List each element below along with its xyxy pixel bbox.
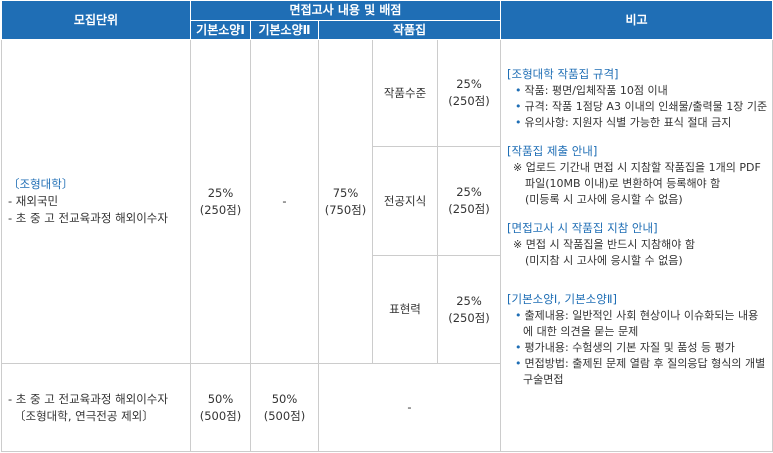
notes-cell: [조형대학 작품집 규격] 작품: 평면/입체작품 10점 이내 규격: 작품 … bbox=[500, 39, 773, 452]
note-item: 평가내용: 수험생의 기본 자질 및 품성 등 평가 bbox=[507, 340, 768, 356]
header-cell: 작품집 bbox=[317, 20, 502, 40]
header-cell: 모집단위 bbox=[1, 0, 191, 40]
score-cell: 25% (250점) bbox=[436, 255, 502, 364]
note-item: 규격: 작품 1점당 A3 이내의 인쇄물/출력물 1장 기준 bbox=[507, 99, 768, 115]
text: 25% bbox=[456, 77, 482, 91]
note-item: ※ 업로드 기간내 면접 시 지참할 작품집을 1개의 PDF 파일(10MB … bbox=[513, 161, 761, 190]
score-cell: - bbox=[250, 39, 319, 364]
note-section: [면접고사 시 작품집 지참 안내] ※ 면접 시 작품집을 반드시 지참해야 … bbox=[507, 220, 768, 269]
note-section: [작품집 제출 안내] ※ 업로드 기간내 면접 시 지참할 작품집을 1개의 … bbox=[507, 143, 768, 208]
text: - 초 중 고 전교육과정 해외이수자 bbox=[8, 211, 168, 225]
text: 50% bbox=[271, 391, 298, 406]
item-name: 표현력 bbox=[372, 255, 438, 364]
score-cell: 50% (500점) bbox=[190, 363, 251, 452]
text: (500점) bbox=[199, 408, 242, 423]
score-cell: 25% (250점) bbox=[436, 39, 502, 147]
text: (250점) bbox=[448, 310, 490, 325]
score-cell: 25% (250점) bbox=[436, 146, 502, 256]
score-cell: 50% (500점) bbox=[250, 363, 319, 452]
text: 〔조형대학, 연극전공 제외〕 bbox=[14, 408, 154, 423]
text: 〔조형대학〕 bbox=[8, 177, 74, 191]
note-item: ※ 면접 시 작품집을 반드시 지참해야 함 bbox=[513, 238, 696, 251]
text: (250점) bbox=[448, 94, 490, 108]
note-heading: [조형대학 작품집 규격] bbox=[507, 67, 619, 81]
note-heading: [기본소양Ⅰ, 기본소양Ⅱ] bbox=[507, 292, 617, 306]
text: 50% bbox=[207, 391, 234, 406]
note-item: 출제내용: 일반적인 사회 현상이나 이슈화되는 내용에 대한 의견을 묻는 문… bbox=[507, 308, 768, 340]
text: (250점) bbox=[199, 202, 242, 217]
unit-cell: - 초 중 고 전교육과정 해외이수자 〔조형대학, 연극전공 제외〕 bbox=[1, 363, 191, 452]
text: (750점) bbox=[324, 202, 367, 217]
header-cell: 면접고사 내용 및 배점 bbox=[189, 0, 502, 21]
note-heading: [면접고사 시 작품집 지참 안내] bbox=[507, 221, 658, 235]
text: - 초 중 고 전교육과정 해외이수자 bbox=[8, 391, 168, 406]
text: (250점) bbox=[448, 202, 490, 216]
header-cell: 기본소양Ⅱ bbox=[250, 20, 319, 40]
text: - 재외국민 bbox=[8, 194, 59, 208]
score-cell: 25% (250점) bbox=[190, 39, 251, 364]
score-cell: 75% (750점) bbox=[318, 39, 373, 364]
score-cell: - bbox=[317, 363, 502, 452]
note-section: [기본소양Ⅰ, 기본소양Ⅱ] 출제내용: 일반적인 사회 현상이나 이슈화되는 … bbox=[507, 291, 768, 388]
text: (500점) bbox=[263, 408, 306, 423]
item-name: 전공지식 bbox=[372, 146, 438, 256]
text: 75% bbox=[332, 185, 359, 200]
note-item: (미지참 시 고사에 응시할 수 없음) bbox=[525, 254, 683, 267]
note-item: 유의사항: 지원자 식별 가능한 표식 절대 금지 bbox=[507, 115, 768, 131]
note-heading: [작품집 제출 안내] bbox=[507, 144, 598, 158]
note-item: (미등록 시 고사에 응시할 수 없음) bbox=[525, 193, 683, 206]
item-name: 작품수준 bbox=[372, 39, 438, 147]
note-item: 면접방법: 출제된 문제 열람 후 질의응답 형식의 개별 구술면접 bbox=[507, 356, 768, 388]
note-item: 작품: 평면/입체작품 10점 이내 bbox=[507, 83, 768, 99]
header-cell: 비고 bbox=[500, 0, 773, 40]
text: 25% bbox=[207, 185, 234, 200]
text: 25% bbox=[456, 293, 482, 308]
text: 25% bbox=[456, 185, 482, 199]
header-cell: 기본소양Ⅰ bbox=[190, 20, 251, 40]
note-section: [조형대학 작품집 규격] 작품: 평면/입체작품 10점 이내 규격: 작품 … bbox=[507, 66, 768, 131]
unit-cell: 〔조형대학〕 - 재외국민 - 초 중 고 전교육과정 해외이수자 bbox=[1, 39, 191, 364]
